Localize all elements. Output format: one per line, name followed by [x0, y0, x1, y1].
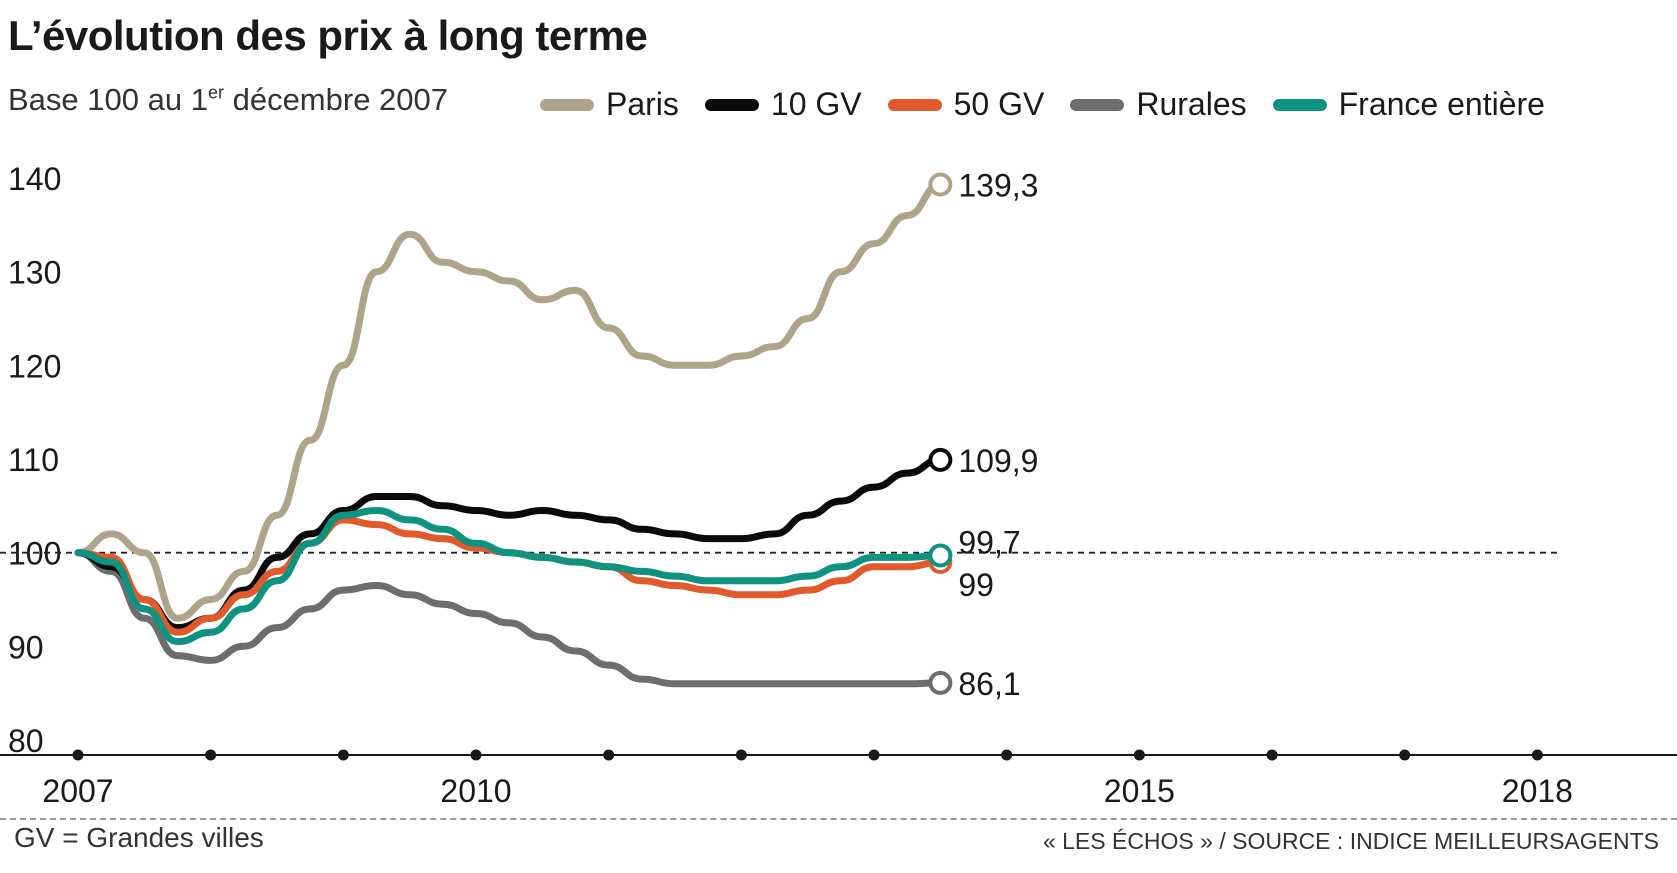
subtitle-main: Base 100 au 1 [8, 82, 208, 117]
x-axis-year-dot [1001, 749, 1013, 761]
x-axis-year-dot [868, 749, 880, 761]
chart-legend: Paris 10 GV 50 GV Rurales France entière [540, 86, 1571, 123]
series-line-rurales [74, 549, 944, 688]
y-tick-label: 90 [8, 629, 44, 665]
x-axis-year-dot [1133, 749, 1145, 761]
x-tick-label: 2007 [42, 773, 113, 809]
legend-swatch-france [1272, 98, 1327, 111]
legend-swatch-50gv [887, 98, 942, 111]
end-marker-gv10 [928, 447, 953, 472]
legend-swatch-paris [540, 98, 594, 111]
series-line-france [74, 507, 944, 646]
x-axis-year-dot [337, 749, 349, 761]
x-axis-year-dot [470, 749, 482, 761]
end-value-label-france: 99,7 [958, 524, 1020, 560]
end-marker-paris [928, 172, 953, 197]
chart-subtitle: Base 100 au 1er décembre 2007 [8, 82, 448, 118]
end-value-label-gv10: 109,9 [958, 443, 1038, 479]
source-credit: « LES ÉCHOS » / SOURCE : INDICE MEILLEUR… [1042, 828, 1659, 854]
end-marker-france [928, 543, 953, 568]
legend-label-rurales: Rurales [1136, 86, 1247, 122]
x-axis-year-dot [72, 749, 84, 761]
chart-title: L’évolution des prix à long terme [8, 12, 648, 59]
legend-label-10gv: 10 GV [770, 86, 862, 122]
subtitle-superscript: er [207, 82, 224, 103]
series-line-paris [74, 181, 944, 622]
legend-swatch-10gv [704, 98, 759, 111]
y-tick-label: 80 [8, 723, 44, 759]
legend-item-paris: Paris [540, 86, 679, 123]
end-value-label-paris: 139,3 [958, 168, 1038, 204]
footer-divider [0, 818, 1677, 820]
legend-item-rurales: Rurales [1070, 86, 1247, 123]
end-value-label-rurales: 86,1 [958, 666, 1020, 702]
y-tick-label: 100 [8, 536, 61, 572]
x-tick-label: 2015 [1104, 773, 1175, 809]
legend-swatch-rurales [1070, 98, 1125, 111]
x-tick-label: 2010 [440, 773, 511, 809]
footer-note: GV = Grandes villes [14, 822, 264, 853]
legend-item-50gv: 50 GV [887, 86, 1045, 123]
x-axis-year-dot [603, 749, 615, 761]
x-tick-label: 2018 [1502, 773, 1573, 809]
y-tick-label: 130 [8, 255, 61, 291]
x-axis-year-dot [735, 749, 747, 761]
x-axis-year-dot [1531, 749, 1543, 761]
end-marker-rurales [928, 670, 953, 695]
y-tick-label: 140 [8, 161, 61, 197]
legend-label-paris: Paris [606, 86, 679, 122]
subtitle-rest: décembre 2007 [223, 82, 449, 117]
y-tick-label: 110 [8, 442, 59, 478]
y-tick-label: 120 [8, 348, 61, 384]
legend-label-france: France entière [1338, 86, 1545, 122]
legend-label-50gv: 50 GV [953, 86, 1045, 122]
legend-item-france: France entière [1272, 86, 1545, 123]
end-value-label-gv50: 99 [958, 567, 994, 603]
legend-item-10gv: 10 GV [704, 86, 862, 123]
x-axis-year-dot [205, 749, 217, 761]
x-axis-year-dot [1266, 749, 1278, 761]
x-axis-year-dot [1399, 749, 1411, 761]
